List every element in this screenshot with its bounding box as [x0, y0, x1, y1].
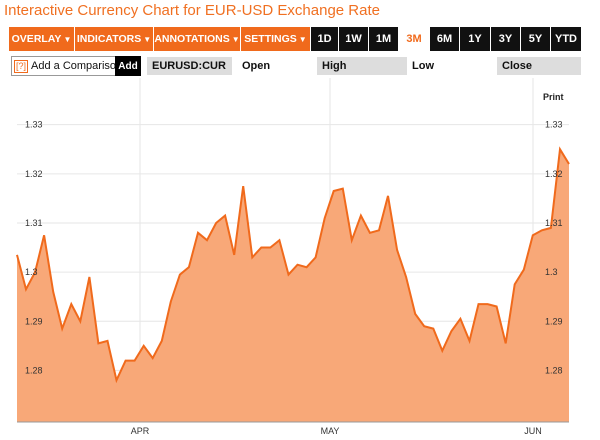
y-axis-left: 1.28 1.29 1.3 1.31 1.32 1.33: [25, 120, 43, 376]
close-label: Close: [497, 57, 581, 75]
exchange-rate-chart[interactable]: 1.281.291.31.311.321.33 1.281.291.31.311…: [0, 78, 600, 440]
range-5y-button[interactable]: 5Y: [521, 27, 551, 51]
quote-row: [?] Add a Comparison Add EURUSD:CUR Open…: [9, 56, 581, 76]
annotations-menu-button[interactable]: ANNOTATIONS ▼: [154, 27, 241, 51]
range-ytd-button[interactable]: YTD: [551, 27, 581, 51]
y-tick-label: 1.3: [25, 267, 38, 277]
overlay-menu-button[interactable]: OVERLAY ▼: [9, 27, 75, 51]
high-label: High: [317, 57, 407, 75]
help-icon[interactable]: [?]: [14, 59, 29, 73]
y-tick-label: 1.31: [25, 218, 43, 228]
x-tick-label: APR: [131, 426, 150, 436]
add-comparison-input[interactable]: [?] Add a Comparison: [11, 56, 123, 76]
indicators-menu-button[interactable]: INDICATORS ▼: [75, 27, 154, 51]
x-tick-label: JUN: [524, 426, 542, 436]
overlay-label: OVERLAY: [11, 33, 62, 45]
chart-toolbar: OVERLAY ▼ INDICATORS ▼ ANNOTATIONS ▼ SETTIN…: [9, 27, 581, 51]
rate-area: [17, 149, 569, 423]
print-button[interactable]: Print: [543, 92, 564, 102]
y-tick-label: 1.3: [545, 267, 558, 277]
y-axis-right: 1.28 1.29 1.3 1.31 1.32 1.33: [545, 120, 563, 376]
y-tick-label: 1.29: [25, 316, 43, 326]
rate-line: [16, 146, 570, 384]
range-1d-button[interactable]: 1D: [311, 27, 339, 51]
annotations-label: ANNOTATIONS: [154, 33, 230, 45]
y-tick-label: 1.32: [545, 169, 563, 179]
range-1m-button[interactable]: 1M: [369, 27, 399, 51]
low-label: Low: [407, 57, 497, 75]
y-tick-label: 1.33: [545, 120, 563, 130]
chevron-down-icon: ▼: [63, 34, 72, 44]
y-tick-label: 1.33: [25, 120, 43, 130]
x-axis: APR MAY JUN: [131, 426, 542, 436]
settings-label: SETTINGS: [244, 33, 297, 45]
y-tick-label: 1.32: [25, 169, 43, 179]
page-title: Interactive Currency Chart for EUR-USD E…: [4, 2, 380, 19]
chevron-down-icon: ▼: [298, 34, 307, 44]
settings-menu-button[interactable]: SETTINGS ▼: [241, 27, 311, 51]
y-tick-label: 1.28: [545, 365, 563, 375]
indicators-label: INDICATORS: [76, 33, 142, 45]
y-tick-label: 1.31: [545, 218, 563, 228]
chevron-down-icon: ▼: [231, 34, 240, 44]
y-tick-label: 1.29: [545, 316, 563, 326]
add-comparison-label: Add a Comparison: [31, 60, 123, 72]
chevron-down-icon: ▼: [143, 34, 152, 44]
add-comparison-button[interactable]: Add: [115, 56, 141, 76]
range-6m-button[interactable]: 6M: [430, 27, 460, 51]
x-tick-label: MAY: [321, 426, 340, 436]
range-3y-button[interactable]: 3Y: [491, 27, 521, 51]
y-tick-label: 1.28: [25, 365, 43, 375]
symbol-label: EURUSD:CUR: [147, 57, 232, 75]
open-label: Open: [237, 57, 317, 75]
range-3m-button[interactable]: 3M: [399, 27, 430, 51]
range-1w-button[interactable]: 1W: [339, 27, 369, 51]
range-1y-button[interactable]: 1Y: [460, 27, 491, 51]
